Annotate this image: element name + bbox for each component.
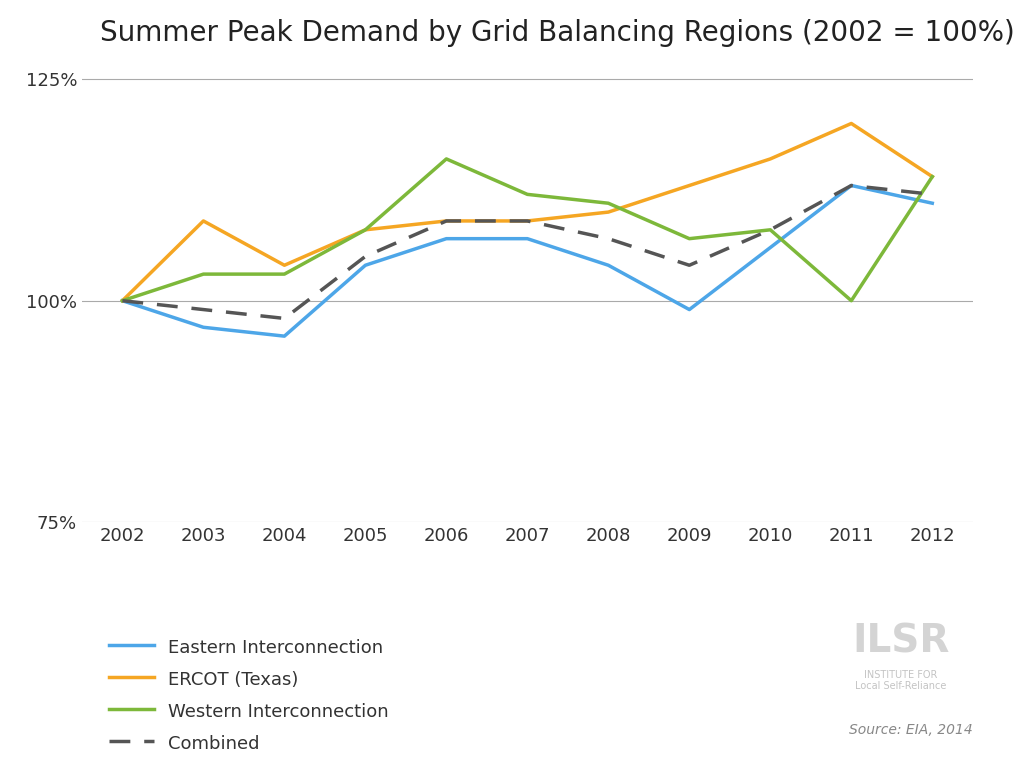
Text: ILSR: ILSR bbox=[852, 623, 950, 660]
Text: Summer Peak Demand by Grid Balancing Regions (2002 = 100%): Summer Peak Demand by Grid Balancing Reg… bbox=[99, 18, 1015, 47]
Text: INSTITUTE FOR
Local Self-Reliance: INSTITUTE FOR Local Self-Reliance bbox=[855, 670, 947, 691]
Legend: Eastern Interconnection, ERCOT (Texas), Western Interconnection, Combined: Eastern Interconnection, ERCOT (Texas), … bbox=[109, 637, 389, 753]
Text: Source: EIA, 2014: Source: EIA, 2014 bbox=[849, 723, 973, 737]
